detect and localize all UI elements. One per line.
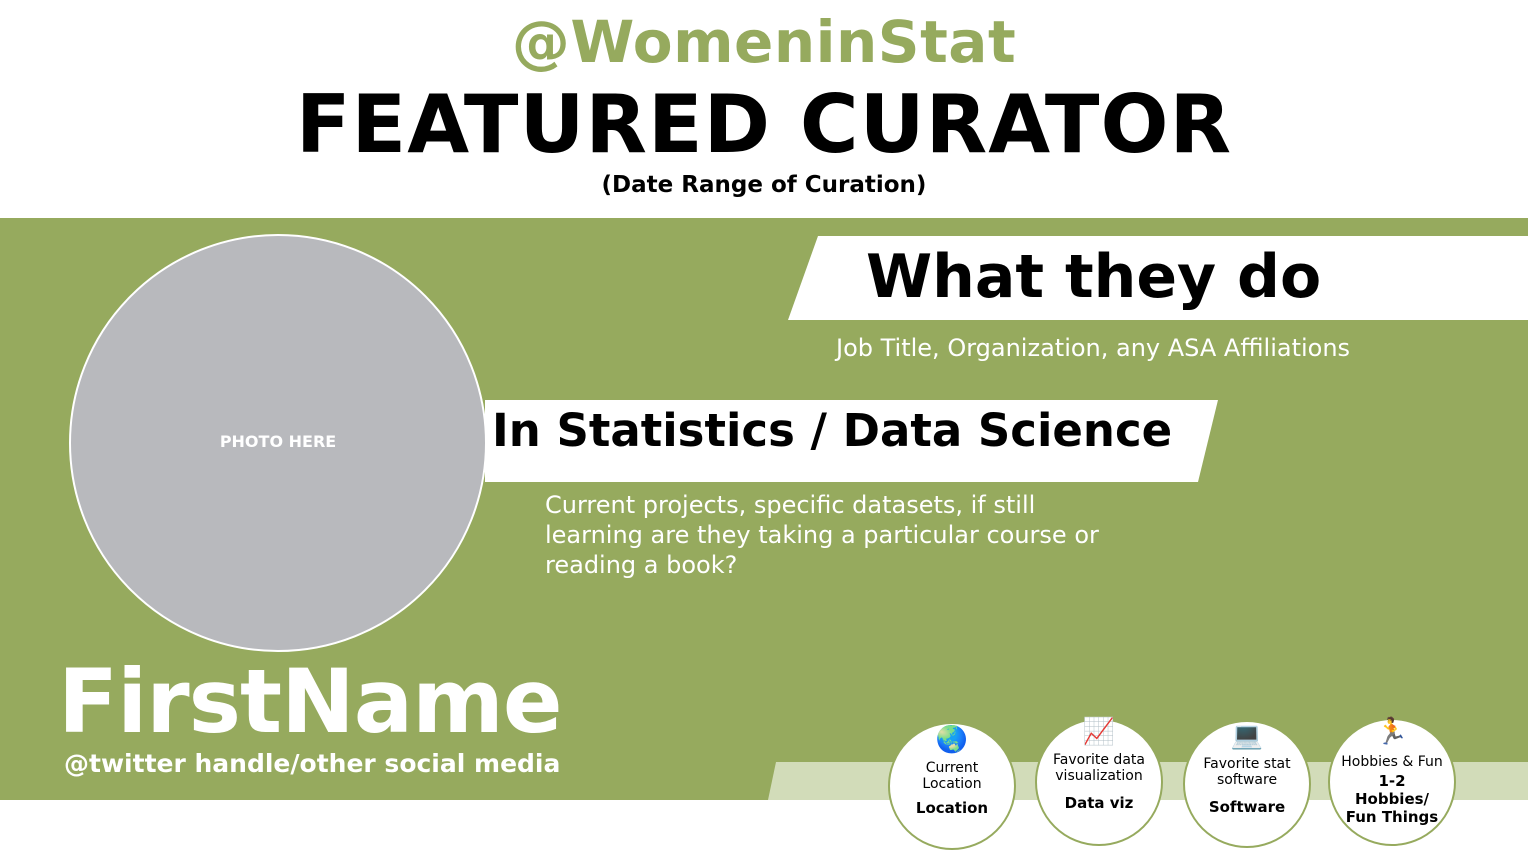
photo-label: PHOTO HERE bbox=[219, 432, 337, 451]
what-they-do-banner bbox=[788, 236, 1528, 320]
chart-increasing-icon: 📈 bbox=[1082, 717, 1116, 747]
fact-data-viz-label: Favorite data visualization bbox=[1053, 752, 1145, 784]
job-details: Job Title, Organization, any ASA Affilia… bbox=[836, 334, 1351, 362]
stats-banner bbox=[485, 400, 1218, 482]
stats-heading: In Statistics / Data Science bbox=[492, 404, 1173, 457]
fact-location-value: Location bbox=[915, 799, 989, 817]
what-they-do-heading: What they do bbox=[866, 242, 1322, 312]
fact-hobbies-label: Hobbies & Fun bbox=[1341, 754, 1443, 770]
photo-placeholder[interactable]: PHOTO HERE bbox=[69, 234, 487, 652]
globe-icon: 🌏 bbox=[935, 725, 969, 755]
runner-icon: 🏃 bbox=[1375, 717, 1409, 747]
fact-hobbies: 🏃 Hobbies & Fun 1-2 Hobbies/ Fun Things bbox=[1328, 718, 1456, 846]
fact-location: 🌏 Current Location Location bbox=[888, 722, 1016, 850]
site-handle: @WomeninStat bbox=[511, 8, 1017, 76]
fact-location-label: Current Location bbox=[922, 760, 982, 792]
fact-data-viz-value: Data viz bbox=[1064, 794, 1134, 812]
projects-details: Current projects, specific datasets, if … bbox=[545, 491, 1099, 579]
fact-software-value: Software bbox=[1208, 798, 1286, 816]
fact-software-label: Favorite stat software bbox=[1203, 756, 1291, 788]
first-name: FirstName bbox=[58, 650, 563, 753]
page-title: FEATURED CURATOR bbox=[295, 78, 1233, 171]
laptop-icon: 💻 bbox=[1230, 721, 1264, 751]
fact-data-viz: 📈 Favorite data visualization Data viz bbox=[1035, 718, 1163, 846]
fact-hobbies-value: 1-2 Hobbies/ Fun Things bbox=[1345, 772, 1439, 826]
social-handle: @twitter handle/other social media bbox=[64, 749, 561, 778]
date-range: (Date Range of Curation) bbox=[601, 172, 927, 198]
fact-software: 💻 Favorite stat software Software bbox=[1183, 720, 1311, 848]
